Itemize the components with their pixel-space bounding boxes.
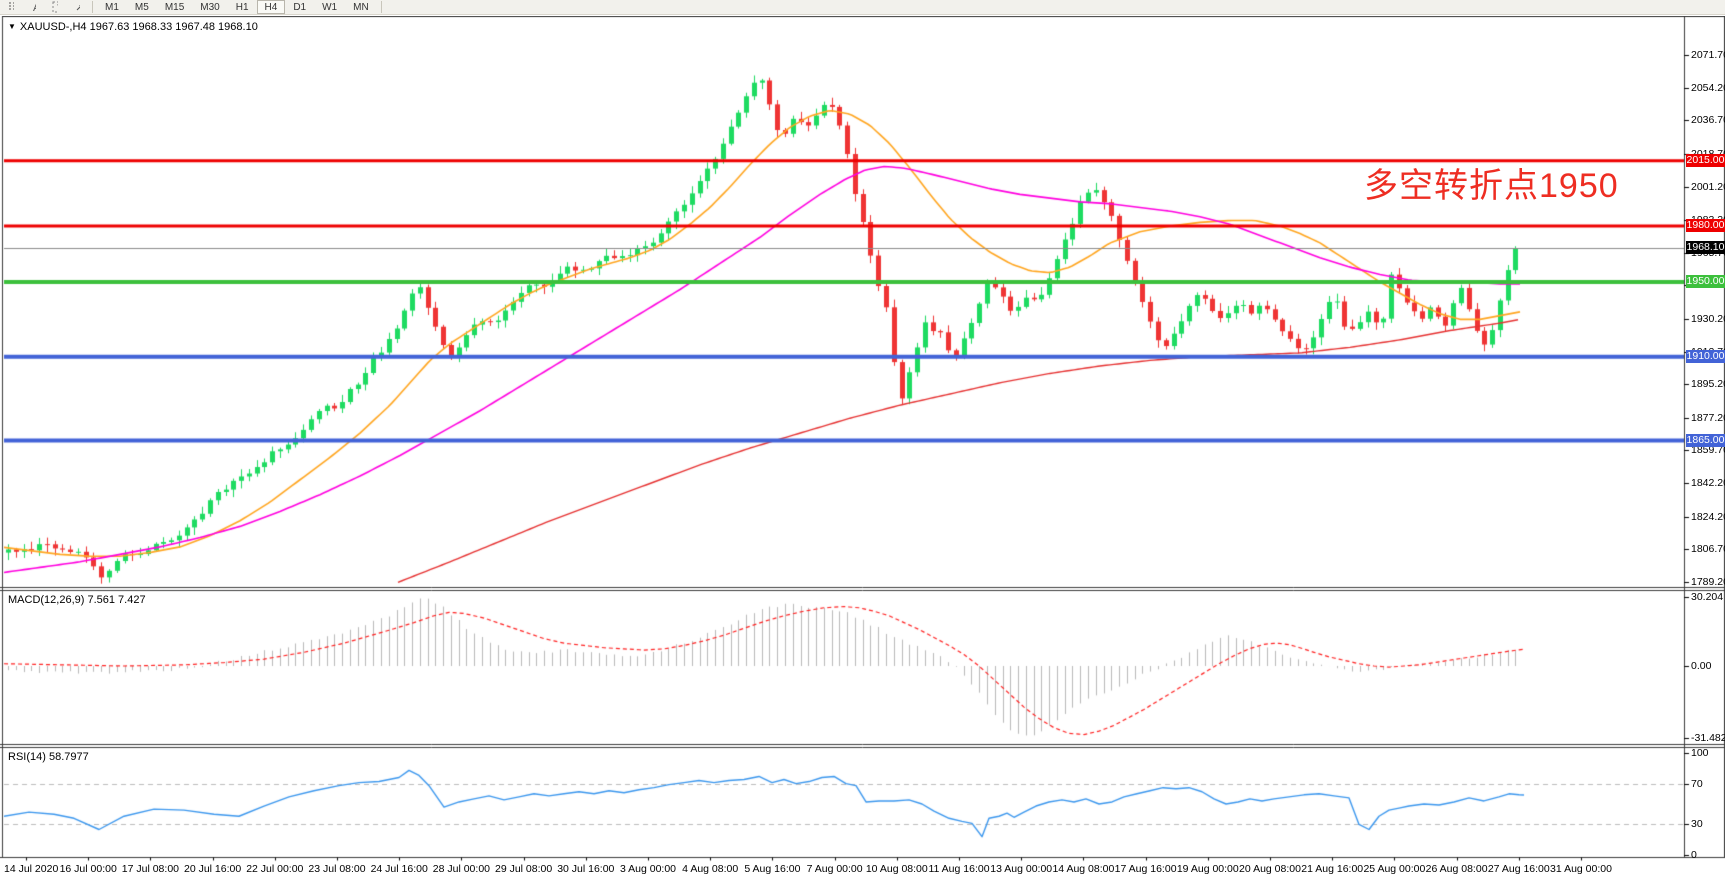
price-tick-label: 1877.20 xyxy=(1691,411,1725,424)
time-axis-label: 3 Aug 00:00 xyxy=(619,863,677,875)
hline-price-label[interactable]: 2015.00 xyxy=(1686,153,1725,167)
rsi-tick-label: 100 xyxy=(1691,747,1709,759)
time-axis-label: 27 Aug 16:00 xyxy=(1487,863,1550,875)
time-axis-label: 20 Jul 16:00 xyxy=(183,863,242,875)
time-axis-label: 5 Aug 16:00 xyxy=(744,863,801,875)
price-tick-label: 1859.70 xyxy=(1691,444,1725,457)
rsi-indicator-label: RSI(14) 58.7977 xyxy=(8,751,89,763)
timeframe-w1-button[interactable]: W1 xyxy=(322,2,338,13)
chart-text-annotation[interactable]: 多空转折点1950 xyxy=(1364,167,1619,205)
svg-text:T: T xyxy=(57,3,58,13)
timeframe-m15-button[interactable]: M15 xyxy=(164,2,185,13)
time-axis-label: 4 Aug 08:00 xyxy=(682,863,739,875)
time-axis-label: 20 Aug 08:00 xyxy=(1239,863,1301,875)
current-price-label: 1968.10 xyxy=(1686,241,1725,255)
price-tick-label: 1824.20 xyxy=(1691,510,1725,523)
time-axis-label: 14 Jul 2020 xyxy=(4,863,59,875)
chart-symbol-title[interactable]: ▼ XAUUSD-,H4 1967.63 1968.33 1967.48 1968… xyxy=(8,21,258,33)
hline-price-label[interactable]: 1910.00 xyxy=(1686,349,1725,363)
time-axis-label: 25 Aug 00:00 xyxy=(1363,863,1426,875)
timeframe-h1-button[interactable]: H1 xyxy=(235,2,249,13)
arrows-tool-icon[interactable]: ▾ xyxy=(66,0,88,14)
hline-price-label[interactable]: 1865.00 xyxy=(1686,433,1725,447)
price-tick-label: 2001.20 xyxy=(1691,180,1725,193)
price-tick-label: 2071.70 xyxy=(1691,49,1725,62)
timeframe-h4-button[interactable]: H4 xyxy=(256,0,286,14)
text-tool-icon[interactable]: A xyxy=(22,0,44,14)
toolbar-separator xyxy=(92,1,93,13)
toolbar-separator xyxy=(380,1,382,13)
time-axis-label: 10 Aug 08:00 xyxy=(865,863,928,875)
price-tick-label: 2054.20 xyxy=(1691,81,1725,94)
drawing-tools-group: FA T ▾ xyxy=(0,0,88,15)
price-chart-canvas[interactable] xyxy=(0,16,1725,886)
hline-price-label[interactable]: 1980.00 xyxy=(1686,219,1725,233)
rsi-tick-label: 0 xyxy=(1691,849,1697,861)
price-tick-label: 1930.20 xyxy=(1691,312,1725,325)
timeframe-m30-button[interactable]: M30 xyxy=(200,2,220,13)
time-axis-label: 21 Aug 16:00 xyxy=(1301,863,1364,875)
price-tick-label: 1789.20 xyxy=(1691,575,1725,588)
rsi-tick-label: 30 xyxy=(1691,818,1703,831)
time-axis-label: 31 Aug 00:00 xyxy=(1550,863,1612,875)
macd-tick-label: -31.482 xyxy=(1691,731,1725,744)
macd-indicator-label: MACD(12,26,9) 7.561 7.427 xyxy=(8,594,146,606)
time-axis-label: 7 Aug 00:00 xyxy=(806,863,863,875)
rsi-tick-label: 70 xyxy=(1691,777,1703,790)
time-axis-label: 26 Aug 08:00 xyxy=(1425,863,1488,875)
time-axis-label: 17 Aug 16:00 xyxy=(1114,863,1177,875)
timeframe-d1-button[interactable]: D1 xyxy=(293,2,307,13)
macd-tick-label: 30.204 xyxy=(1691,591,1724,604)
time-axis-label: 16 Jul 00:00 xyxy=(59,863,117,875)
chart-window: ▼ XAUUSD-,H4 1967.63 1968.33 1967.48 1968… xyxy=(0,16,1725,886)
timeframe-m5-button[interactable]: M5 xyxy=(134,2,149,13)
time-axis-label: 11 Aug 16:00 xyxy=(928,863,990,875)
timeframe-mn-button[interactable]: MN xyxy=(353,2,369,13)
time-axis-label: 28 Jul 00:00 xyxy=(432,863,490,875)
time-axis-label: 13 Aug 00:00 xyxy=(990,863,1053,875)
price-tick-label: 1895.20 xyxy=(1691,378,1725,391)
label-tool-icon[interactable]: T xyxy=(44,0,66,14)
price-tick-label: 1842.20 xyxy=(1691,477,1725,490)
price-tick-label: 2036.70 xyxy=(1691,114,1725,127)
time-axis-label: 24 Jul 16:00 xyxy=(370,863,428,875)
macd-tick-label: 0.00 xyxy=(1691,660,1712,672)
time-axis-label: 14 Aug 08:00 xyxy=(1052,863,1115,875)
time-axis-label: 17 Jul 08:00 xyxy=(121,863,179,875)
time-axis-label: 29 Jul 08:00 xyxy=(494,863,553,875)
fibonacci-tool-icon[interactable]: F xyxy=(0,0,22,14)
svg-text:A: A xyxy=(33,2,36,13)
time-axis-label: 22 Jul 00:00 xyxy=(246,863,304,875)
chevron-down-icon[interactable]: ▼ xyxy=(8,22,16,31)
toolbar: FA T ▾ M1 M5 M15 M30 H1 H4 D1 W1 MN xyxy=(0,0,1725,15)
timeframe-group: M1 M5 M15 M30 H1 H4 D1 W1 MN xyxy=(97,0,377,15)
price-tick-label: 1806.70 xyxy=(1691,543,1725,556)
time-axis-label: 30 Jul 16:00 xyxy=(557,863,615,875)
time-axis-label: 19 Aug 00:00 xyxy=(1176,863,1239,875)
hline-price-label[interactable]: 1950.00 xyxy=(1686,275,1725,289)
time-axis-label: 23 Jul 08:00 xyxy=(308,863,366,875)
timeframe-m1-button[interactable]: M1 xyxy=(105,2,119,13)
